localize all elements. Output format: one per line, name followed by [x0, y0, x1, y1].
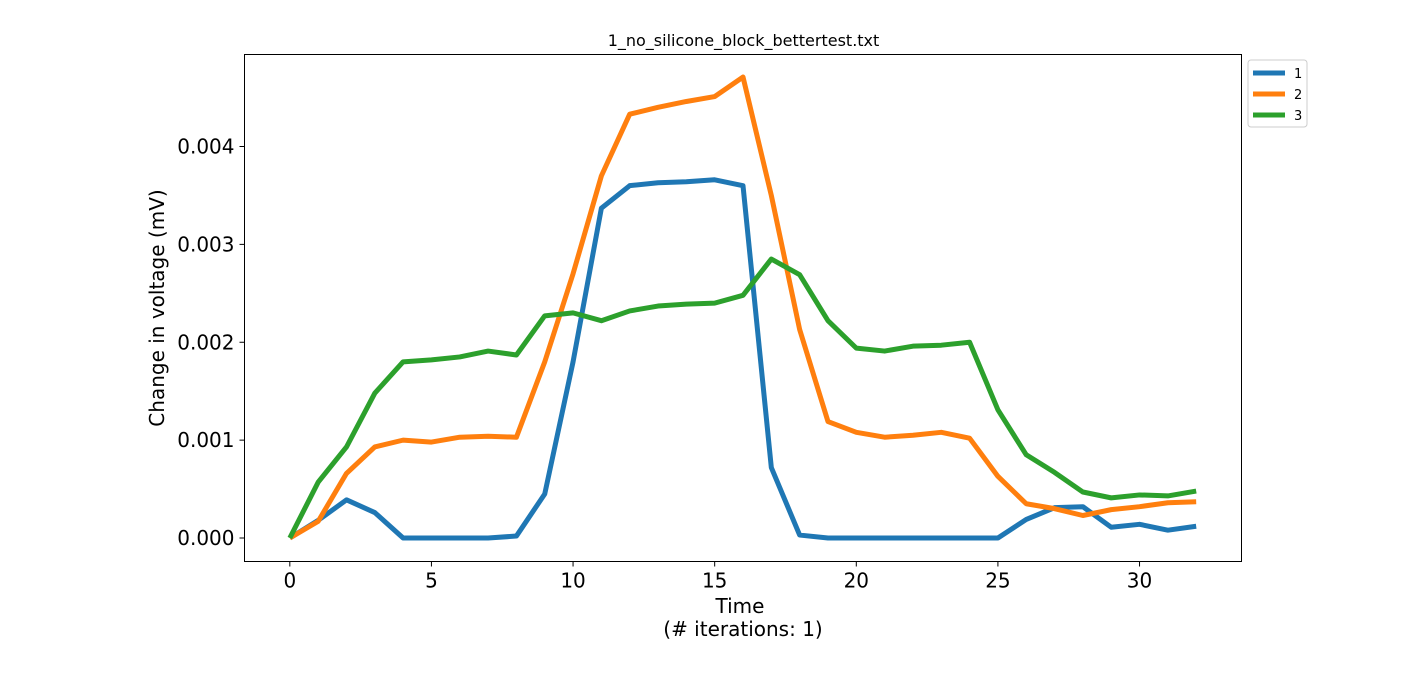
x-axis-label: Time [715, 594, 765, 618]
x-tick-label: 5 [425, 569, 438, 593]
x-tick-label: 20 [844, 569, 869, 593]
x-tick-label: 25 [985, 569, 1010, 593]
x-tick-label: 10 [560, 569, 585, 593]
y-tick-label: 0.000 [177, 526, 234, 550]
y-tick-label: 0.004 [177, 135, 234, 159]
x-axis-sublabel: (# iterations: 1) [663, 617, 822, 641]
x-axis: 0 5 10 15 20 25 30 [283, 561, 1152, 593]
plot-lines [287, 74, 1197, 541]
legend-label-2: 2 [1294, 88, 1302, 103]
y-axis: 0.000 0.001 0.002 0.003 0.004 [177, 135, 245, 550]
series-line-3 [287, 256, 1197, 540]
y-tick-label: 0.001 [177, 428, 234, 452]
y-axis-label: Change in voltage (mV) [145, 189, 169, 426]
chart-title: 1_no_silicone_block_bettertest.txt [608, 31, 880, 51]
legend-label-3: 3 [1294, 109, 1302, 124]
x-tick-label: 15 [702, 569, 727, 593]
y-tick-label: 0.002 [177, 330, 234, 354]
series-line-1 [288, 177, 1197, 541]
legend: 1 2 3 [1247, 59, 1308, 128]
x-tick-label: 0 [283, 569, 296, 593]
x-tick-label: 30 [1127, 569, 1152, 593]
legend-label-1: 1 [1294, 67, 1302, 82]
y-tick-label: 0.003 [177, 232, 234, 256]
plot-area-frame [244, 54, 1242, 562]
series-line-2 [288, 74, 1197, 541]
